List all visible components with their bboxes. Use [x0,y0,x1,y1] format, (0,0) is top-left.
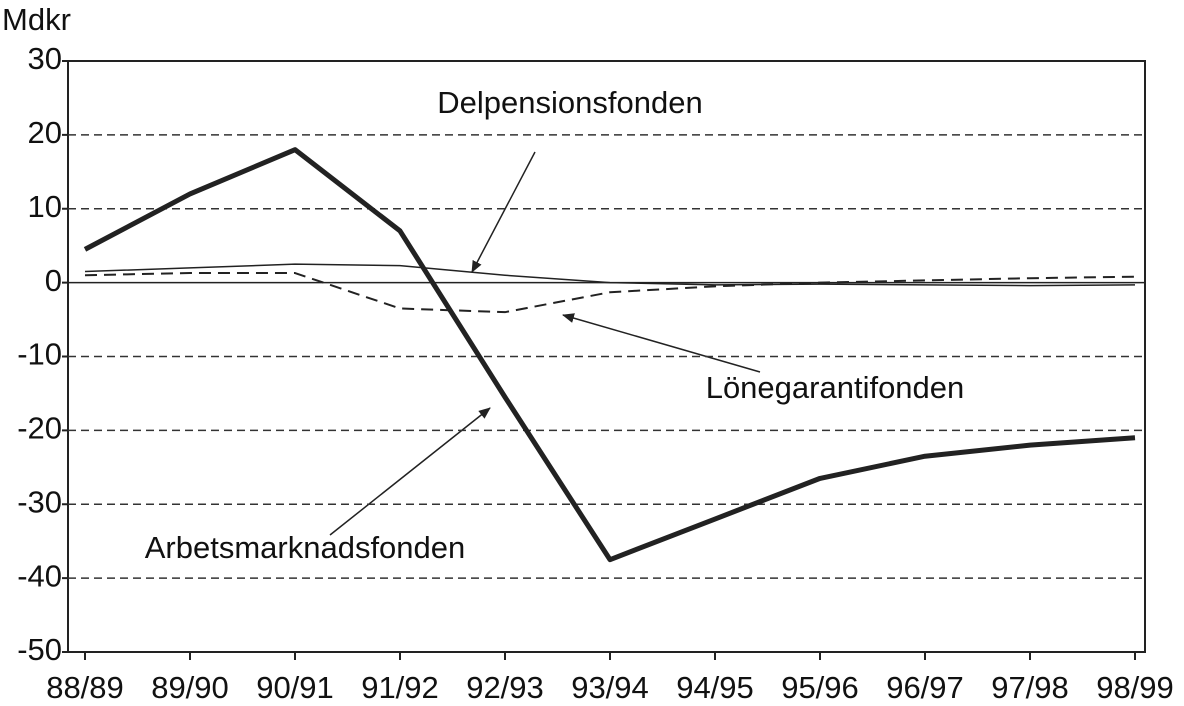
x-tick-label: 96/97 [886,670,964,705]
x-tick-label: 97/98 [991,670,1069,705]
series-label: Lönegarantifonden [706,370,965,405]
y-tick-label: -50 [17,632,62,667]
x-tick-label: 93/94 [571,670,649,705]
series-label: Arbetsmarknadsfonden [145,530,466,565]
x-tick-label: 91/92 [361,670,439,705]
x-tick-label: 94/95 [676,670,754,705]
x-tick-label: 98/99 [1096,670,1174,705]
y-tick-label: 0 [45,263,62,298]
y-tick-label: -40 [17,558,62,593]
y-axis-label: Mdkr [2,2,71,37]
y-tick-label: -20 [17,411,62,446]
series-line [83,147,1136,563]
y-tick-label: -10 [17,337,62,372]
arrow [471,151,536,273]
y-tick-label: 10 [28,189,62,224]
series-line [84,272,1136,314]
y-tick-label: 20 [28,115,62,150]
arrow [562,313,761,373]
y-tick-label: 30 [28,41,62,76]
x-tick-label: 88/89 [46,670,124,705]
arrow [329,407,491,536]
y-tick-label: -30 [17,484,62,519]
series-label: Delpensionsfonden [437,85,702,120]
x-tick-label: 95/96 [781,670,859,705]
series-line [84,263,1136,287]
x-tick-label: 92/93 [466,670,544,705]
x-tick-label: 89/90 [151,670,229,705]
x-tick-label: 90/91 [256,670,334,705]
